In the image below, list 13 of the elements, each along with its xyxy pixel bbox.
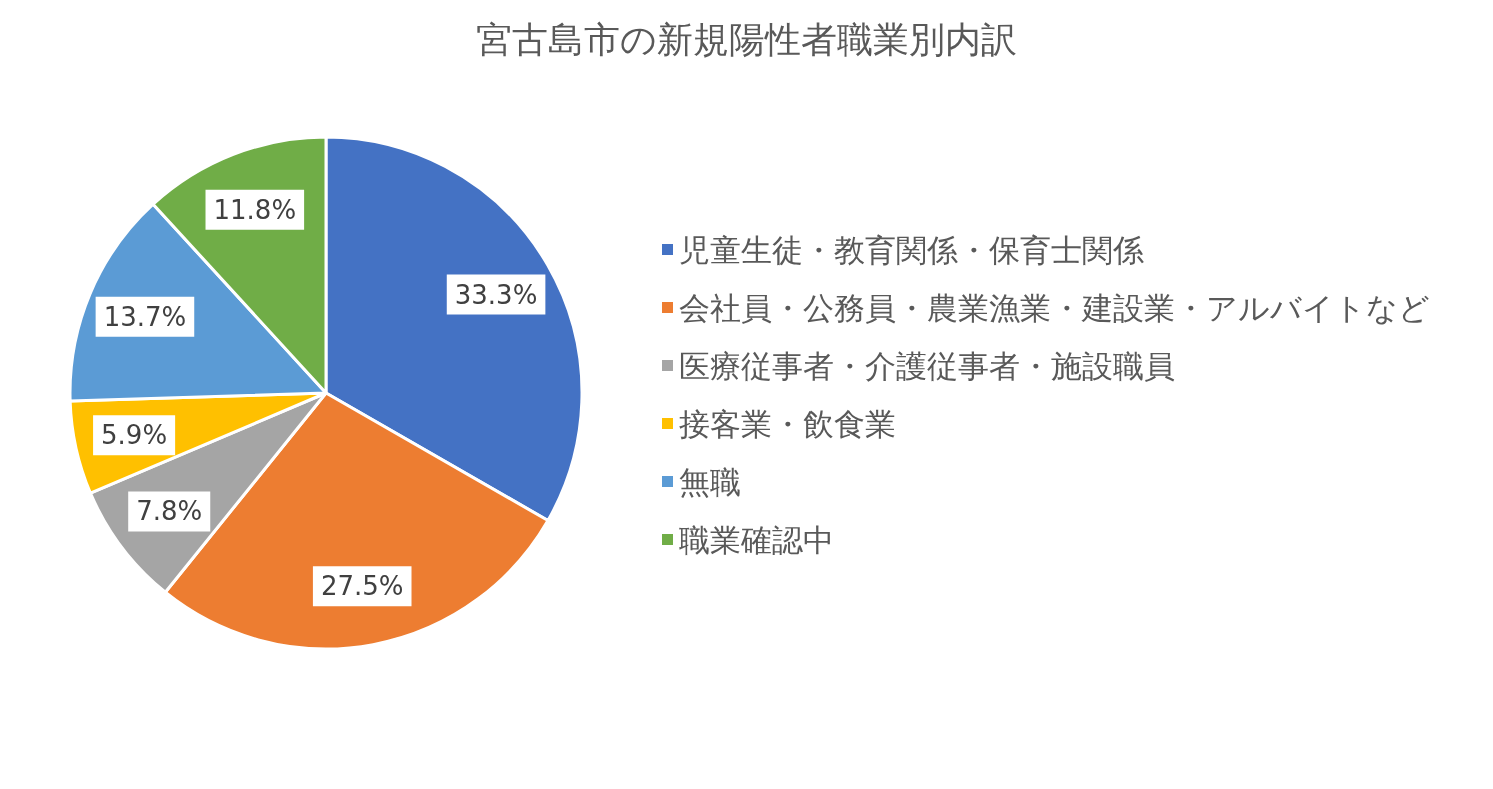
- legend-label: 会社員・公務員・農業漁業・建設業・アルバイトなど: [679, 289, 1430, 326]
- legend-label: 無職: [679, 463, 741, 500]
- legend-label: 職業確認中: [679, 521, 834, 558]
- legend-label: 医療従事者・介護従事者・施設職員: [679, 347, 1175, 384]
- data-label: 7.8%: [136, 496, 203, 527]
- legend-label: 接客業・飲食業: [679, 405, 896, 442]
- chart-title: 宮古島市の新規陽性者職業別内訳: [476, 18, 1017, 60]
- data-label: 27.5%: [320, 571, 404, 602]
- data-label: 33.3%: [454, 279, 538, 310]
- data-label: 5.9%: [101, 420, 168, 451]
- data-label: 11.8%: [213, 194, 297, 225]
- data-label: 13.7%: [103, 301, 187, 332]
- legend-label: 児童生徒・教育関係・保育士関係: [679, 231, 1144, 268]
